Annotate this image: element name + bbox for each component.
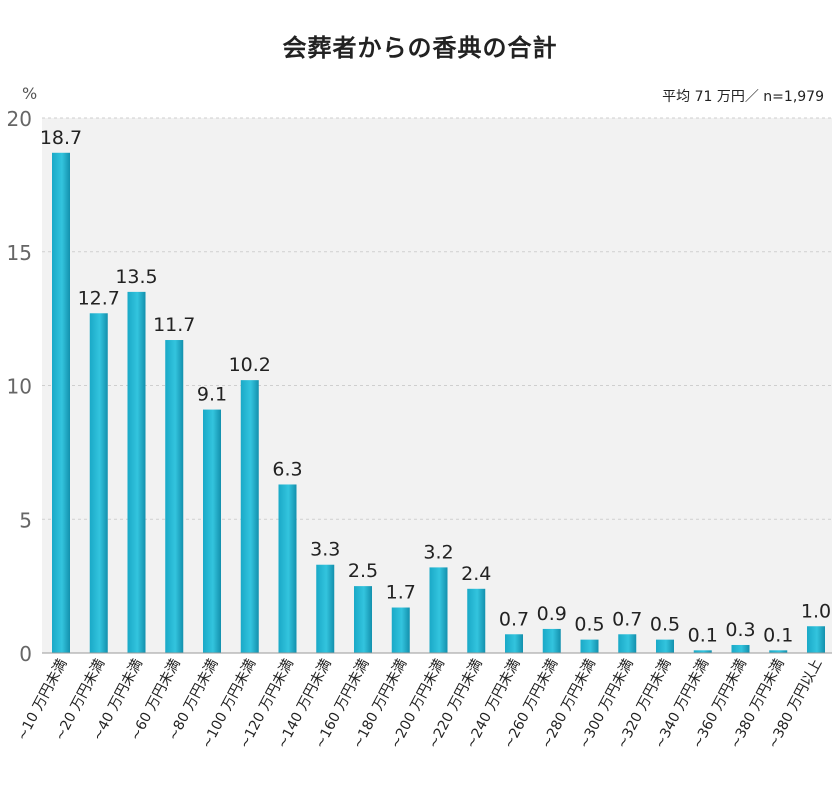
y-tick-label: 5 bbox=[19, 508, 32, 532]
data-label: 0.7 bbox=[499, 608, 529, 630]
data-label: 0.7 bbox=[612, 608, 642, 630]
x-axis-ticks: ~10 万円未満~20 万円未満~40 万円未満~60 万円未満~80 万円未満… bbox=[14, 656, 825, 751]
bar bbox=[127, 291, 146, 653]
bar bbox=[165, 340, 184, 653]
data-label: 0.3 bbox=[725, 619, 755, 641]
bar bbox=[731, 644, 750, 653]
y-axis-ticks: 0 5 10 15 20 bbox=[7, 107, 32, 666]
data-label: 9.1 bbox=[197, 384, 227, 406]
bar bbox=[807, 626, 825, 653]
data-label: 3.3 bbox=[310, 539, 340, 561]
bar bbox=[769, 650, 788, 653]
chart-title: 会葬者からの香典の合計 bbox=[282, 34, 558, 62]
bar bbox=[278, 484, 297, 653]
data-label: 2.4 bbox=[461, 563, 491, 585]
bar bbox=[52, 152, 70, 653]
data-label: 0.1 bbox=[763, 624, 793, 646]
data-label: 3.2 bbox=[423, 541, 453, 563]
y-tick-label: 10 bbox=[7, 375, 32, 399]
data-labels: 18.7 12.713.5 11.7 9.110.2 6.3 3.3 2.5 1.7 3.2 2.… bbox=[40, 127, 831, 647]
bar bbox=[240, 380, 259, 653]
data-label: 0.9 bbox=[537, 603, 567, 625]
data-label: 12.7 bbox=[78, 287, 120, 309]
y-axis-unit: % bbox=[22, 84, 38, 103]
data-label: 6.3 bbox=[272, 458, 302, 480]
data-label: 0.5 bbox=[574, 614, 604, 636]
data-label: 0.5 bbox=[650, 614, 680, 636]
bar bbox=[203, 409, 221, 653]
bar bbox=[580, 639, 599, 653]
data-label: 0.1 bbox=[688, 624, 718, 646]
bar bbox=[89, 313, 108, 653]
bar bbox=[391, 607, 410, 653]
data-label: 10.2 bbox=[229, 354, 271, 376]
bars bbox=[52, 152, 825, 653]
bar bbox=[316, 564, 335, 653]
y-tick-label: 20 bbox=[7, 107, 32, 131]
bar bbox=[354, 586, 372, 653]
bar bbox=[656, 639, 674, 653]
bar bbox=[693, 650, 712, 653]
data-label: 1.7 bbox=[386, 582, 416, 604]
y-tick-label: 15 bbox=[7, 241, 32, 265]
data-label: 18.7 bbox=[40, 127, 82, 149]
data-label: 13.5 bbox=[115, 266, 157, 288]
data-label: 11.7 bbox=[153, 314, 195, 336]
data-label: 2.5 bbox=[348, 560, 378, 582]
data-label: 1.0 bbox=[801, 600, 831, 622]
bar bbox=[618, 634, 637, 653]
chart-note: 平均 71 万円／ n=1,979 bbox=[662, 89, 824, 105]
y-tick-label: 0 bbox=[19, 642, 32, 666]
bar bbox=[542, 628, 561, 653]
bar bbox=[467, 588, 486, 653]
bar bbox=[505, 634, 523, 653]
bar bbox=[429, 567, 448, 653]
